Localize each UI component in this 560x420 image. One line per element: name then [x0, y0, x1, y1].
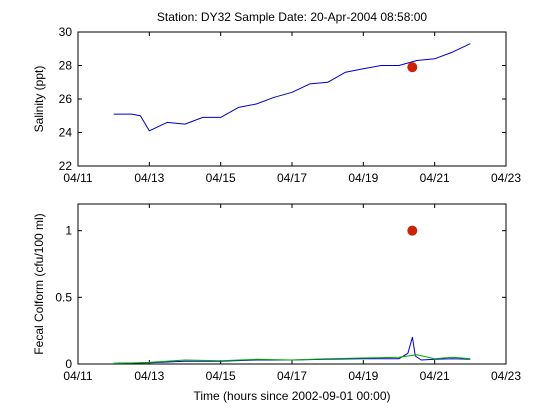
salinity-chart: Station: DY32 Sample Date: 20-Apr-2004 0… [32, 10, 521, 185]
x-tick-label: 04/17 [277, 171, 307, 185]
plot-frame [77, 203, 507, 365]
x-tick-label: 04/15 [206, 171, 236, 185]
y-tick-label: 24 [59, 126, 73, 140]
series-line-0 [113, 43, 471, 132]
x-tick-label: 04/13 [134, 171, 164, 185]
y-axis-label: Salinity (ppt) [32, 66, 46, 133]
x-tick-label: 04/19 [348, 369, 378, 383]
y-tick-label: 26 [59, 92, 73, 106]
sample-point [407, 62, 418, 73]
y-axis-label: Fecal Colform (cfu/100 ml) [32, 213, 46, 354]
y-tick-label: 22 [59, 159, 73, 173]
x-tick-label: 04/21 [420, 171, 450, 185]
x-tick-label: 04/13 [134, 369, 164, 383]
x-axis-label: Time (hours since 2002-09-01 00:00) [194, 389, 391, 403]
x-tick-label: 04/11 [63, 369, 92, 383]
y-tick-label: 28 [59, 59, 73, 73]
x-tick-label: 04/17 [277, 369, 307, 383]
fecal-coliform-chart: Fecal Colform (cfu/100 ml) Time (hours s… [32, 203, 521, 403]
x-tick-label: 04/15 [206, 369, 236, 383]
x-tick-label: 04/23 [491, 369, 521, 383]
sample-point [407, 225, 418, 236]
x-tick-label: 04/21 [420, 369, 450, 383]
y-tick-label: 0.5 [55, 290, 72, 304]
x-tick-label: 04/23 [491, 171, 521, 185]
series-line-0 [113, 336, 471, 364]
y-tick-label: 30 [59, 25, 73, 39]
y-tick-label: 0 [65, 357, 72, 371]
x-tick-label: 04/19 [348, 171, 378, 185]
plot-frame [77, 31, 507, 167]
series-line-1 [113, 354, 471, 364]
x-tick-label: 04/11 [63, 171, 92, 185]
chart-title: Station: DY32 Sample Date: 20-Apr-2004 0… [157, 10, 427, 24]
y-tick-label: 1 [65, 224, 72, 238]
